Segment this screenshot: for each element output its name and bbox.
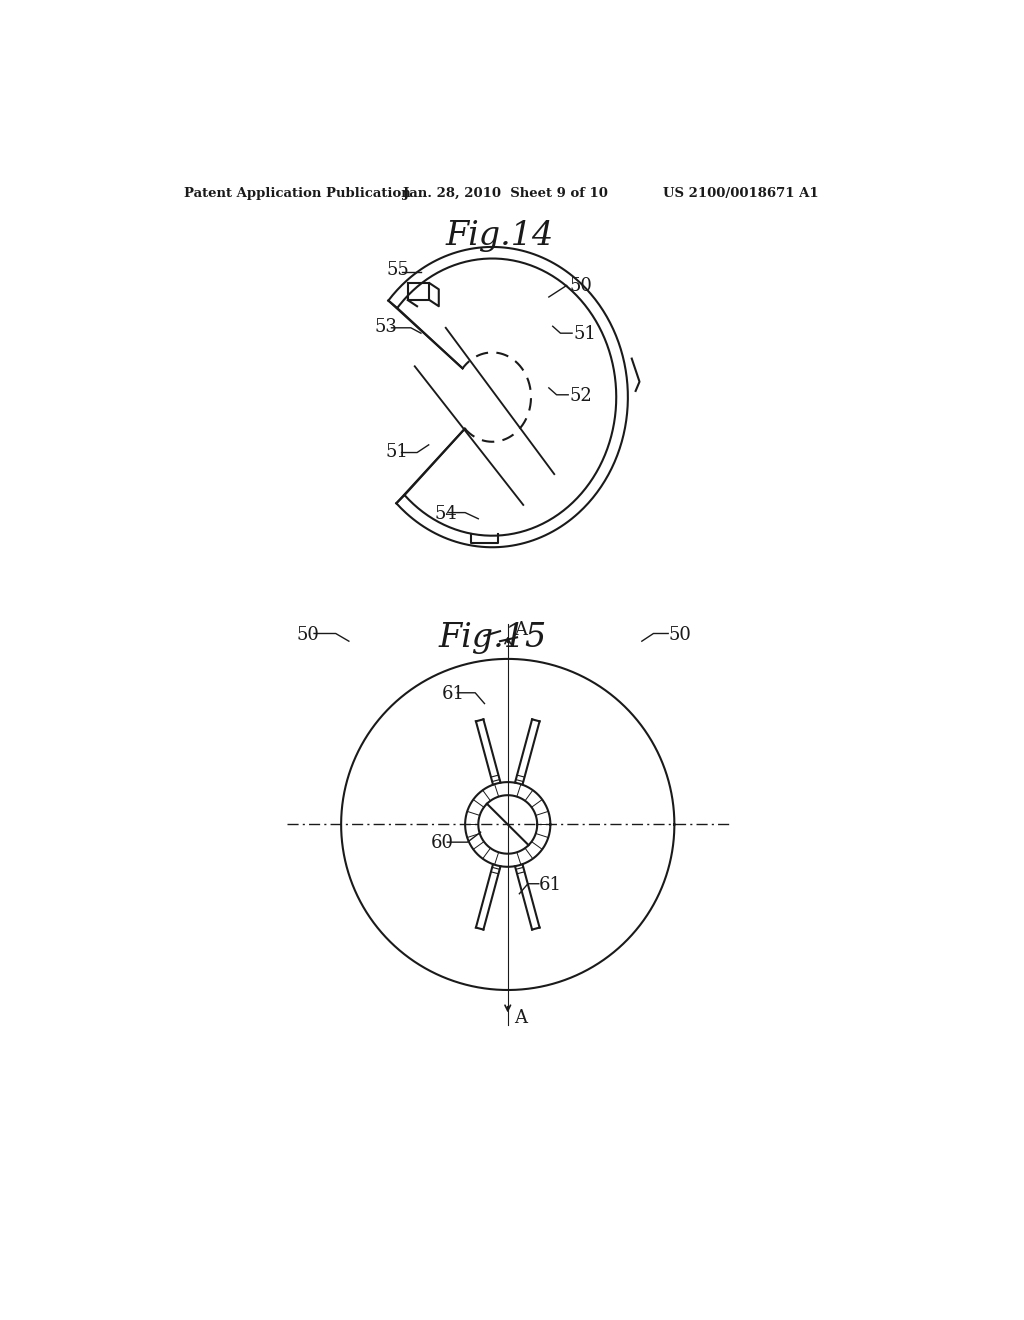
Text: 60: 60 — [430, 833, 454, 851]
Text: 50: 50 — [297, 626, 319, 644]
Text: 53: 53 — [375, 318, 397, 335]
Text: 54: 54 — [435, 504, 458, 523]
Text: A: A — [514, 1010, 527, 1027]
Text: Fig.14: Fig.14 — [445, 220, 554, 252]
Text: Fig.15: Fig.15 — [438, 622, 546, 653]
Text: A: A — [514, 622, 527, 639]
Text: 52: 52 — [569, 387, 593, 405]
Text: 61: 61 — [442, 685, 465, 704]
Text: Jan. 28, 2010  Sheet 9 of 10: Jan. 28, 2010 Sheet 9 of 10 — [403, 187, 608, 199]
Text: US 2100/0018671 A1: US 2100/0018671 A1 — [663, 187, 818, 199]
Text: 50: 50 — [669, 626, 691, 644]
Text: 51: 51 — [385, 444, 409, 461]
Text: 50: 50 — [569, 277, 593, 294]
Text: 51: 51 — [573, 325, 597, 343]
Text: 61: 61 — [539, 876, 562, 894]
Text: 55: 55 — [386, 261, 409, 280]
Text: Patent Application Publication: Patent Application Publication — [183, 187, 411, 199]
